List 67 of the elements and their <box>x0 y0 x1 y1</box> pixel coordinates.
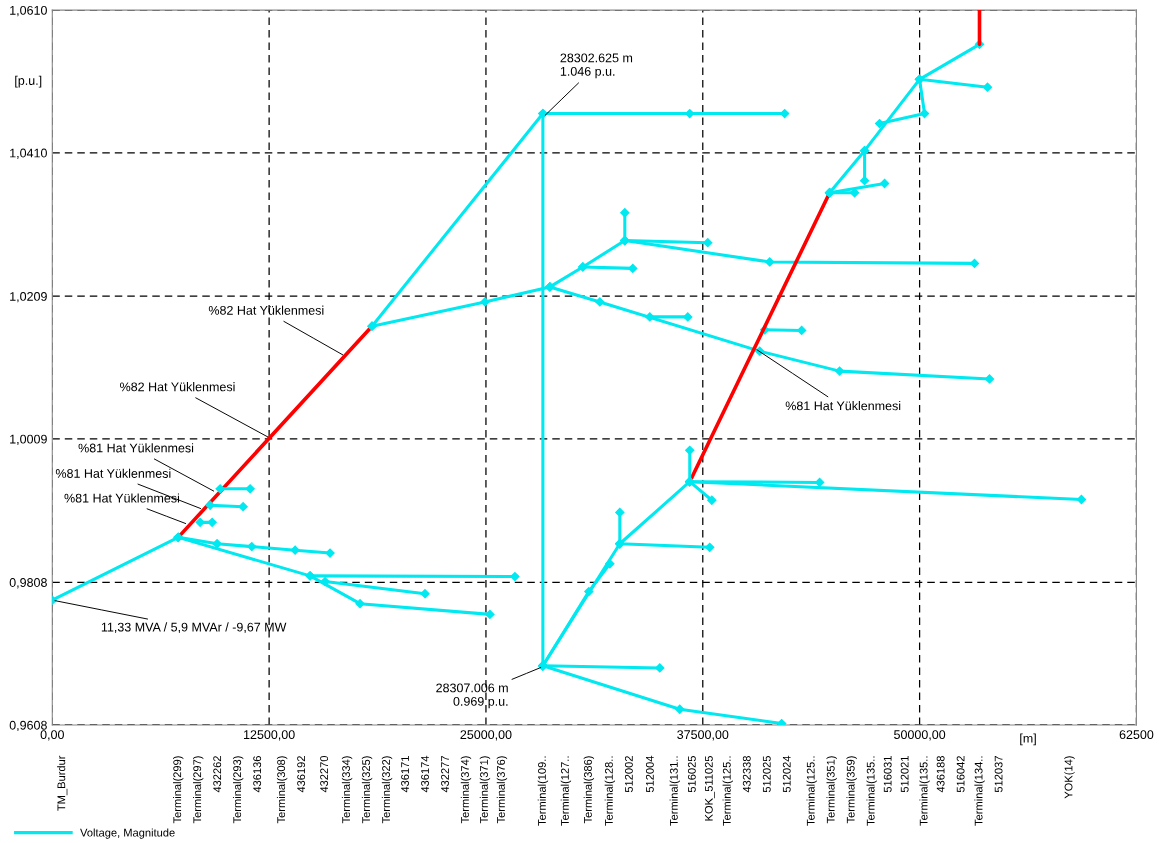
text: Terminal(125.. <box>806 756 817 826</box>
text: Terminal(351) <box>826 756 837 824</box>
annotation: 28302.625 m 1.046 p.u. <box>560 53 633 79</box>
text: 512037 <box>994 756 1003 793</box>
x-tick-label: 37500,00 <box>677 730 729 741</box>
text: Terminal(131.. <box>669 756 680 826</box>
text: Terminal(135.. <box>919 756 930 826</box>
text: Terminal(109.. <box>537 756 549 826</box>
y-tick-label: 0,9808 <box>9 578 47 589</box>
text: 432338 <box>742 756 751 793</box>
text: Terminal(134.. <box>974 756 985 826</box>
text: 516025 <box>687 756 696 793</box>
text: KOK_511025 <box>704 756 715 821</box>
x-tick-label: 25000,00 <box>460 730 512 741</box>
y-tick-label: 1,0009 <box>10 434 47 446</box>
x-axis-title: [m] <box>1020 733 1036 746</box>
text: Terminal(128.. <box>604 756 616 826</box>
y-tick-label: 1,0209 <box>10 292 47 303</box>
text: Terminal(359) <box>846 756 857 824</box>
text: 436192 <box>297 756 306 793</box>
text: 512004 <box>645 755 654 793</box>
y-tick-label: 0,9608 <box>9 720 47 732</box>
text: Terminal(371) <box>479 756 491 824</box>
annotation: %81 Hat Yüklenmesi <box>785 401 901 411</box>
annotation: %82 Hat Yüklenmesi <box>208 305 324 315</box>
text: TM_Burdur <box>57 755 68 811</box>
text: Terminal(125.. <box>722 756 733 826</box>
text: 516031 <box>883 756 892 793</box>
annotation: %82 Hat Yüklenmesi <box>120 382 235 392</box>
text: 512025 <box>762 756 771 793</box>
text: Terminal(374) <box>460 756 472 824</box>
text: Terminal(297) <box>193 756 204 824</box>
annotation: 11,33 MVA / 5,9 MVAr / -9,67 MW <box>101 622 287 634</box>
text: 432270 <box>320 755 329 793</box>
text: Terminal(308) <box>276 756 288 824</box>
text: 512002 <box>624 756 633 793</box>
y-tick-label: 1,0410 <box>10 148 47 159</box>
text: 436174 <box>421 755 429 793</box>
text: Terminal(334) <box>341 756 353 824</box>
text: 512024 <box>782 755 791 793</box>
text: Terminal(322) <box>381 756 393 824</box>
annotation: %81 Hat Yüklenmesi <box>55 468 171 478</box>
text: 516042 <box>956 756 965 793</box>
text: 512021 <box>900 756 909 793</box>
x-tick-label: 62500 <box>1119 730 1154 740</box>
y-axis-title: [p.u.] <box>15 75 42 88</box>
text: Terminal(135.. <box>866 756 877 826</box>
text: Terminal(293) <box>232 756 244 824</box>
x-tick-label: 12500,00 <box>244 730 295 741</box>
text: Terminal(325) <box>361 756 373 824</box>
text: Terminal(299) <box>173 756 184 824</box>
x-tick-label: 0,00 <box>40 730 64 741</box>
text: 432277 <box>441 756 449 793</box>
text: Voltage, Magnitude <box>80 828 175 839</box>
annotation: %81 Hat Yüklenmesi <box>78 443 194 453</box>
y-tick-label: 1,0610 <box>10 5 47 17</box>
text: 436136 <box>253 756 262 793</box>
text: 436171 <box>401 756 409 793</box>
text: 436188 <box>936 756 945 793</box>
text: 432262 <box>213 756 222 793</box>
annotation: %81 Hat Yüklenmesi <box>64 493 180 503</box>
annotation: 28307.006 m 0.969 p.u. <box>436 683 508 709</box>
text: Terminal(376) <box>496 756 508 824</box>
x-tick-label: 50000,00 <box>894 730 946 741</box>
text: Terminal(127.. <box>560 756 572 826</box>
text: Terminal(386) <box>583 756 595 824</box>
text: YOK(14) <box>1064 756 1075 799</box>
